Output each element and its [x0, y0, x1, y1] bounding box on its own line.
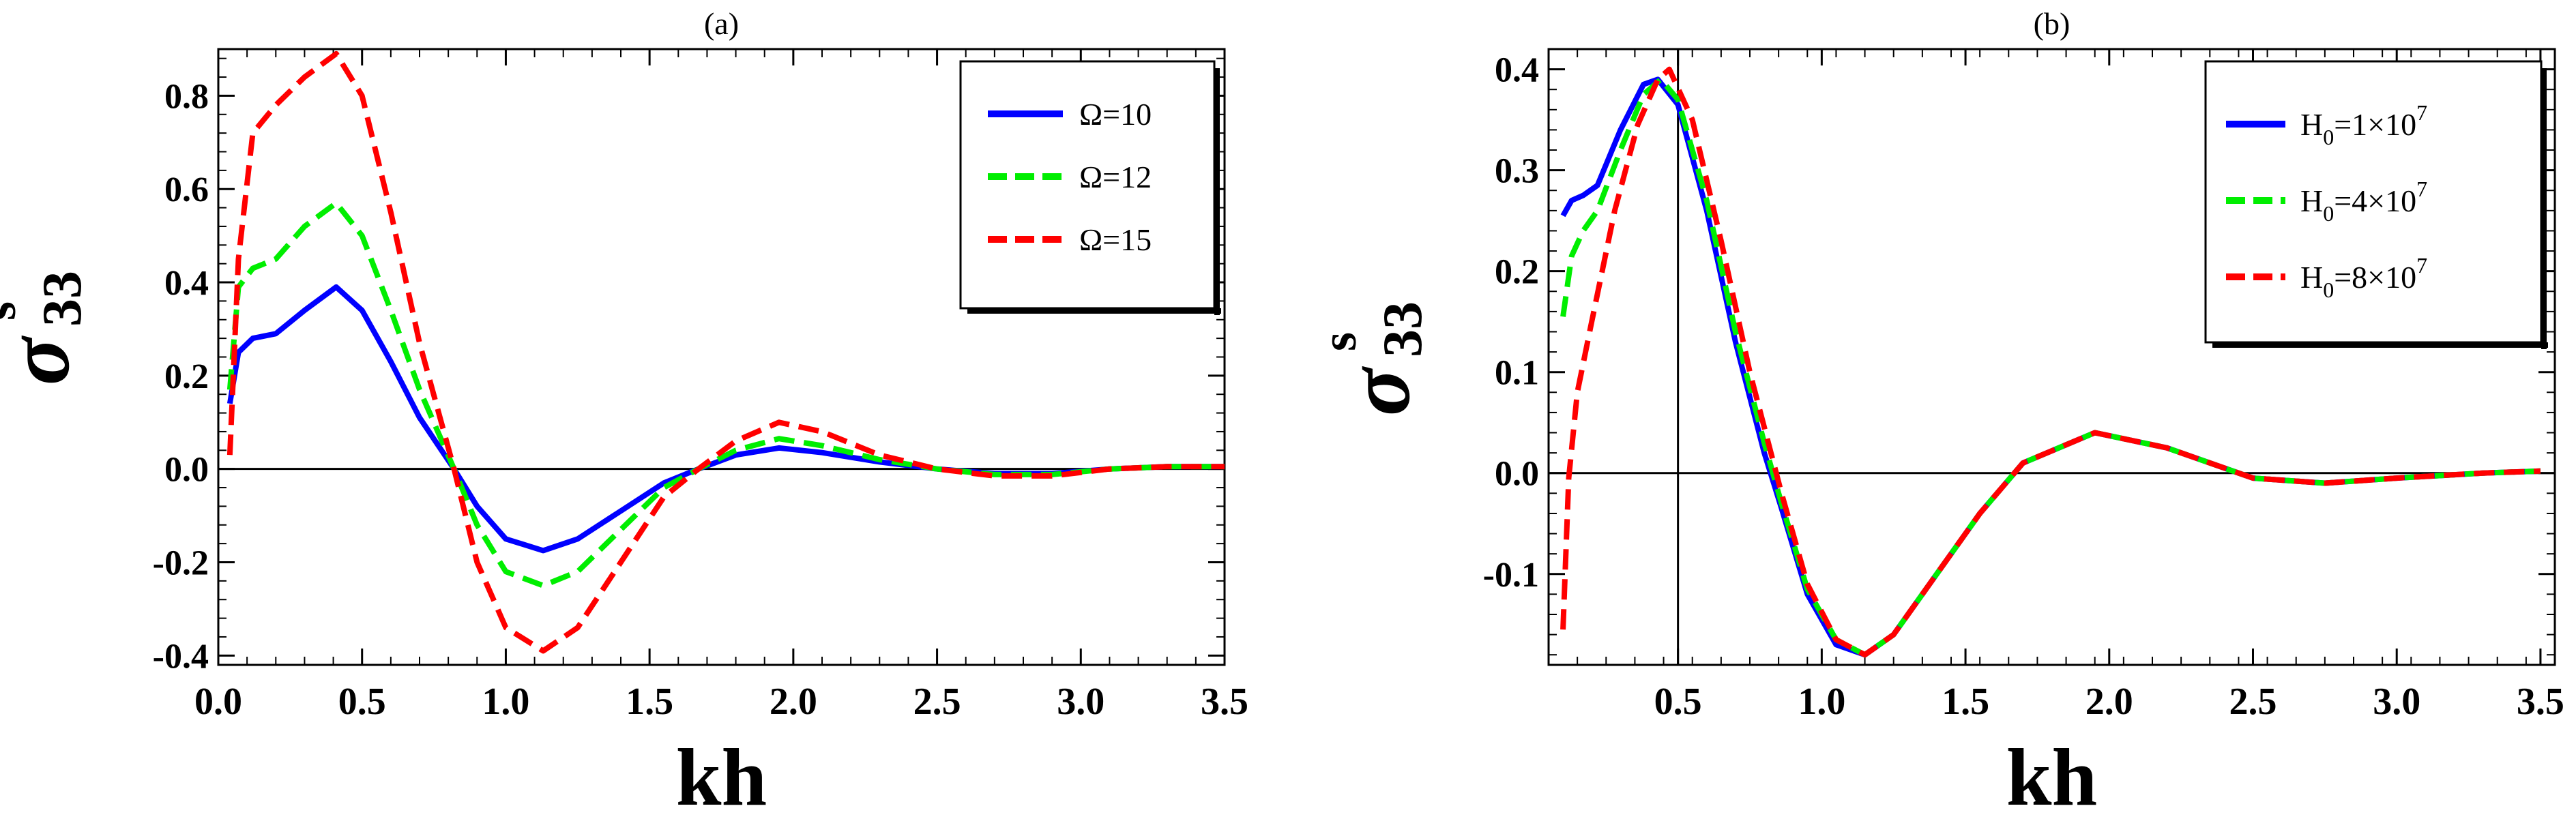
legend-text-sup: 7	[2416, 100, 2427, 125]
y-axis-label-symbol: σ	[0, 335, 88, 385]
legend: Ω=10 Ω=12 Ω=15	[959, 60, 1221, 315]
y-tick-label: -0.4	[153, 637, 209, 676]
legend-label-1: Ω=10	[1079, 97, 1152, 132]
x-tick-label: 2.5	[913, 681, 961, 723]
series-line-3	[1560, 66, 2541, 658]
x-tick-label: 2.5	[2229, 681, 2277, 723]
y-tick-label: 0.2	[164, 357, 209, 396]
legend-shadow	[2212, 342, 2548, 348]
x-tick-label: 1.0	[1798, 681, 1845, 723]
y-tick-label: 0.4	[164, 264, 209, 303]
legend-text-sub: 0	[2323, 125, 2334, 149]
x-axis-label: kh	[676, 732, 767, 822]
panel-label: (b)	[2034, 6, 2070, 41]
y-tick-label: 0.0	[1495, 455, 1539, 494]
x-tick-label: 1.5	[1942, 681, 1989, 723]
x-tick-label: 1.5	[626, 681, 673, 723]
legend-text-sub: 0	[2323, 278, 2334, 302]
legend-text-base: H	[2300, 260, 2323, 295]
legend-text-mid: =4×10	[2334, 183, 2416, 218]
legend-text-sup: 7	[2416, 253, 2427, 278]
legend-label-2: H0=4×107	[2300, 177, 2427, 226]
x-tick-label: 3.0	[1057, 681, 1104, 723]
x-tick-label: 1.0	[482, 681, 529, 723]
legend-label-3: Ω=15	[1079, 222, 1152, 257]
legend-text-sub: 0	[2323, 201, 2334, 226]
legend-text-mid: =8×10	[2334, 260, 2416, 295]
legend-label-3: H0=8×107	[2300, 253, 2427, 302]
y-axis-label-superscript: s	[0, 301, 26, 321]
x-axis-label: kh	[2006, 732, 2097, 822]
legend-text-base: H	[2300, 183, 2323, 218]
legend-text-base: H	[2300, 107, 2323, 142]
legend-shadow	[2541, 68, 2547, 349]
y-axis-label-symbol: σ	[1330, 366, 1429, 416]
y-tick-label: 0.6	[164, 170, 209, 209]
legend-text-sup: 7	[2416, 177, 2427, 201]
chart-panel-a: (a) 0.0 0.5 1.0 1.5 2.0 2.5 3.0 3.5 -0.4 -0.2 0.0 0.…	[0, 6, 1248, 822]
x-tick-label: 0.5	[1654, 681, 1702, 723]
legend-label-1: H0=1×107	[2300, 100, 2427, 149]
y-tick-label: 0.2	[1495, 253, 1539, 292]
y-axis-label: σ 33 s	[1312, 301, 1433, 416]
y-axis-label-superscript: s	[1312, 332, 1366, 351]
panel-label: (a)	[704, 6, 739, 41]
x-tick-label: 2.0	[770, 681, 817, 723]
y-tick-label: 0.4	[1495, 51, 1539, 90]
y-tick-label: 0.0	[164, 451, 209, 490]
legend-label-2: Ω=12	[1079, 160, 1152, 194]
legend-shadow	[967, 308, 1221, 314]
y-tick-label: 0.8	[164, 77, 209, 116]
series-line-3	[226, 50, 1225, 654]
x-tick-label: 3.0	[2373, 681, 2420, 723]
x-tick-label: 2.0	[2085, 681, 2133, 723]
y-axis-label-subscript: 33	[31, 271, 93, 327]
y-tick-label: -0.2	[153, 544, 209, 583]
plot-frame	[1547, 48, 2556, 666]
chart-panel-b: (b) 0.5 1.0 1.5 2.0 2.5 3.0 3.5 -0.1 0.0 0.1 0.2 0.3…	[1312, 6, 2564, 822]
y-tick-label: 0.3	[1495, 152, 1539, 191]
x-tick-label: 3.5	[2517, 681, 2564, 723]
y-tick-label: 0.1	[1495, 354, 1539, 393]
y-tick-label: -0.1	[1483, 556, 1539, 595]
x-tick-label: 0.0	[194, 681, 242, 723]
x-tick-label: 0.5	[338, 681, 386, 723]
legend-shadow	[1214, 68, 1220, 315]
y-axis-label-subscript: 33	[1371, 301, 1433, 357]
y-axis-label: σ 33s	[0, 271, 93, 385]
x-tick-label: 3.5	[1201, 681, 1248, 723]
series-line-1	[226, 284, 1225, 554]
legend-frame	[959, 60, 1216, 310]
legend-text-mid: =1×10	[2334, 107, 2416, 142]
